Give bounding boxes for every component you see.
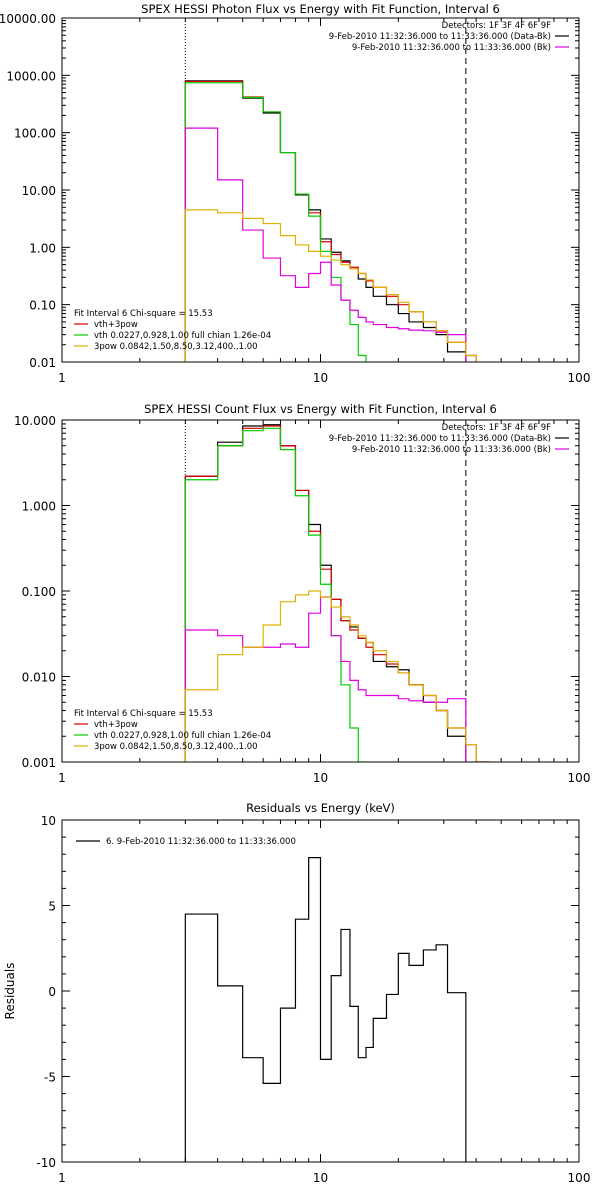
x-tick-label: 1 (58, 371, 66, 385)
y-tick-label: 1.00 (29, 241, 56, 255)
series-group (184, 857, 467, 1162)
chart-title: SPEX HESSI Photon Flux vs Energy with Fi… (141, 2, 500, 16)
legend-entry: vth 0.0227,0.928,1.00 full chian 1.26e-0… (94, 731, 271, 741)
legend-entry: 3pow 0.0842,1.50,8.50,3.12,400.,1.00 (94, 342, 258, 352)
x-tick-label: 10 (313, 371, 328, 385)
plot-frame (61, 17, 580, 363)
y-tick-label: 0.10 (29, 299, 56, 313)
series-0-line (184, 857, 467, 1162)
series-0-line (184, 424, 467, 762)
legend-entry: 3pow 0.0842,1.50,8.50,3.12,400.,1.00 (94, 742, 258, 752)
legend-entry: vth+3pow (94, 320, 138, 330)
series-1-line (184, 425, 490, 762)
legend-entry: 6. 9-Feb-2010 11:32:36.000 to 11:33:36.0… (106, 837, 296, 847)
series-4-line (184, 209, 477, 362)
x-tick-label: 10 (313, 771, 328, 785)
legend-title: Fit Interval 6 Chi-square = 15.53 (74, 309, 213, 319)
plot-frame (61, 819, 580, 1163)
x-tick-label: 1 (58, 1171, 66, 1185)
header-line: Detectors: 1F 3F 4F 6F 9F (442, 423, 551, 433)
y-tick-label: 0 (48, 985, 56, 999)
x-tick-label: 10 (313, 1171, 328, 1185)
y-tick-label: 10.000 (14, 414, 56, 428)
y-tick-label: 0.001 (22, 756, 56, 770)
y-tick-label: 1000.00 (6, 69, 56, 83)
x-tick-label: 1 (58, 771, 66, 785)
legend-title: Fit Interval 6 Chi-square = 15.53 (74, 709, 213, 719)
legend-entry: vth 0.0227,0.928,1.00 full chian 1.26e-0… (94, 331, 271, 341)
y-tick-label: -5 (44, 1071, 56, 1085)
photon-flux-panel: SPEX HESSI Photon Flux vs Energy with Fi… (0, 2, 590, 385)
header-line: 9-Feb-2010 11:32:36.000 to 11:33:36.000 … (329, 434, 551, 444)
series-3-line (184, 596, 467, 762)
y-tick-label: 0.01 (29, 356, 56, 370)
y-tick-label: 1.000 (22, 500, 56, 514)
legend-entry: vth+3pow (94, 720, 138, 730)
plot-frame (61, 419, 580, 763)
y-tick-label: 10000.00 (0, 12, 56, 26)
series-3-line (184, 127, 467, 362)
y-tick-label: 100.00 (14, 127, 56, 141)
series-1-line (184, 80, 477, 362)
count-flux-panel: SPEX HESSI Count Flux vs Energy with Fit… (14, 402, 590, 785)
series-2-line (184, 427, 367, 762)
chart-title: Residuals vs Energy (keV) (246, 801, 395, 815)
y-tick-label: -10 (36, 1156, 56, 1170)
x-tick-label: 100 (568, 371, 591, 385)
header-line: 9-Feb-2010 11:32:36.000 to 11:33:36.000 … (352, 445, 551, 455)
y-tick-label: 5 (48, 900, 56, 914)
y-tick-label: 0.010 (22, 671, 56, 685)
y-tick-label: 0.100 (22, 585, 56, 599)
y-tick-label: 10 (41, 814, 56, 828)
series-group (184, 80, 477, 362)
y-tick-label: 10.00 (22, 184, 56, 198)
series-group (184, 424, 490, 762)
series-4-line (184, 590, 490, 762)
x-tick-label: 100 (568, 1171, 591, 1185)
header-line: 9-Feb-2010 11:32:36.000 to 11:33:36.000 … (329, 32, 551, 42)
header-line: Detectors: 1F 3F 4F 6F 9F (442, 21, 551, 31)
header-line: 9-Feb-2010 11:32:36.000 to 11:33:36.000 … (352, 43, 551, 53)
series-2-line (184, 82, 367, 362)
chart-title: SPEX HESSI Count Flux vs Energy with Fit… (144, 402, 497, 416)
y-axis-label: Residuals (3, 963, 17, 1020)
x-tick-label: 100 (568, 771, 591, 785)
